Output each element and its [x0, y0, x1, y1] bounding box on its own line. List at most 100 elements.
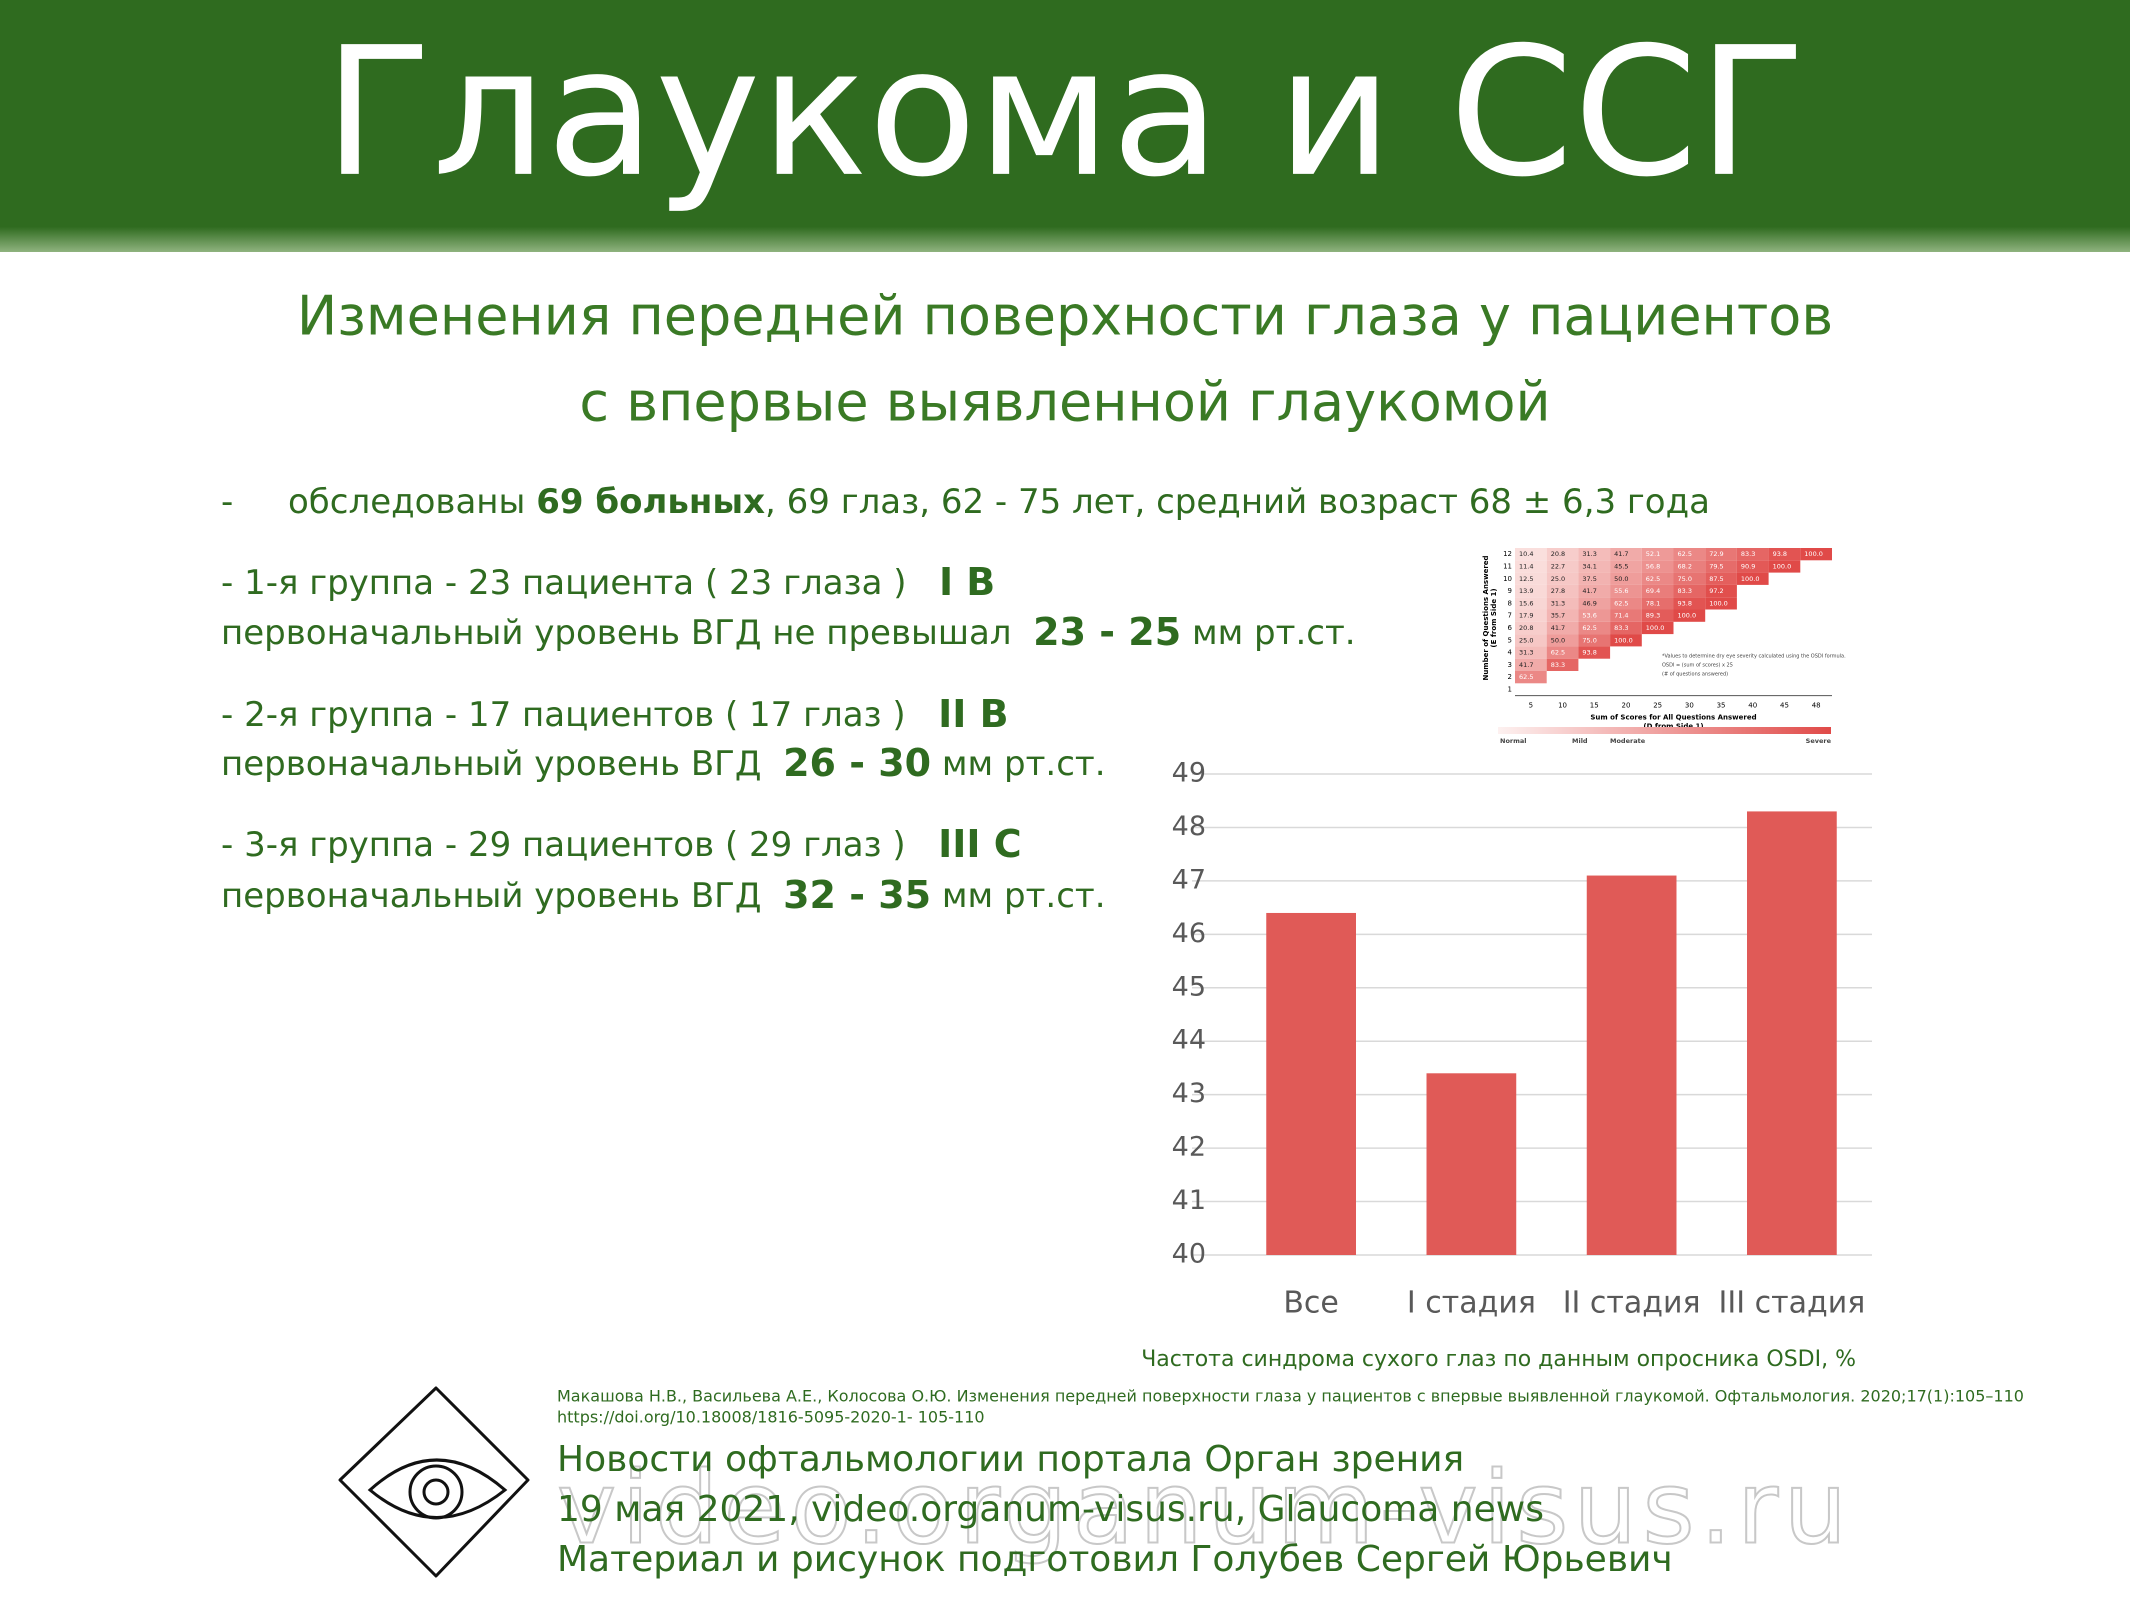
y-tick-label: 49	[1172, 758, 1206, 789]
table-note: *Values to determine dry eye severity ca…	[1662, 654, 1846, 660]
table-cell-value: 72.9	[1709, 550, 1723, 558]
text-run: - 2-я группа - 17 пациентов ( 17 глаз )	[221, 695, 938, 735]
table-cell-value: 62.5	[1582, 624, 1596, 632]
table-cell-value: 50.0	[1551, 636, 1565, 644]
table-cell	[1673, 609, 1706, 622]
table-x-label: (D from Side 1)	[1643, 723, 1703, 731]
table-cell	[1800, 548, 1832, 561]
table-col-label: 25	[1653, 702, 1662, 710]
table-cell-value: 83.3	[1678, 587, 1692, 595]
table-cell-value: 52.1	[1646, 550, 1660, 558]
table-cell	[1546, 584, 1579, 598]
table-cell-value: 100.0	[1773, 562, 1792, 570]
header-band	[0, 0, 2130, 252]
table-cell	[1546, 646, 1579, 659]
table-cell	[1546, 597, 1579, 610]
text-run: 26 - 30	[783, 741, 931, 785]
table-col-label: 15	[1590, 702, 1599, 710]
body-line: первоначальный уровень ВГД 32 - 35 мм рт…	[221, 873, 1106, 917]
table-cell	[1515, 609, 1547, 622]
table-cell-value: 25.0	[1519, 636, 1533, 644]
table-cell-value: 100.0	[1709, 599, 1728, 607]
table-col-label: 45	[1780, 702, 1789, 710]
table-row-label: 4	[1508, 649, 1513, 657]
table-cell-value: 100.0	[1614, 636, 1633, 644]
table-cell	[1641, 572, 1674, 585]
table-cell-value: 45.5	[1614, 562, 1628, 570]
table-cell	[1515, 621, 1547, 635]
body-line: - 3-я группа - 29 пациентов ( 29 глаз ) …	[221, 822, 1022, 866]
table-cell	[1546, 658, 1579, 671]
table-row-label: 11	[1503, 562, 1512, 570]
table-cell-value: 53.6	[1582, 612, 1596, 620]
text-run: первоначальный уровень ВГД	[221, 744, 783, 784]
table-cell-value: 87.5	[1709, 575, 1723, 583]
subtitle: Изменения передней поверхности глаза у п…	[297, 285, 1833, 348]
table-cell-value: 37.5	[1582, 575, 1596, 583]
table-cell	[1736, 560, 1769, 573]
eye-logo	[338, 1386, 530, 1578]
text-run: II В	[938, 692, 1008, 736]
table-cell	[1610, 572, 1642, 585]
y-tick-label: 40	[1172, 1239, 1206, 1270]
table-cell	[1673, 560, 1706, 573]
subtitle: с впервые выявленной глаукомой	[579, 371, 1550, 434]
table-cell	[1578, 646, 1611, 659]
table-cell	[1641, 609, 1674, 622]
table-cell	[1673, 597, 1706, 610]
table-cell	[1768, 560, 1801, 573]
table-cell	[1768, 548, 1801, 561]
table-cell-value: 83.3	[1614, 624, 1628, 632]
table-row-label: 1	[1508, 685, 1512, 693]
table-cell-value: 12.5	[1519, 575, 1533, 583]
table-cell-value: 15.6	[1519, 599, 1533, 607]
table-cell-value: 71.4	[1614, 612, 1628, 620]
body-line: первоначальный уровень ВГД не превышал 2…	[221, 610, 1356, 654]
table-cell	[1705, 597, 1737, 610]
y-tick-label: 48	[1172, 811, 1206, 842]
y-tick-label: 43	[1172, 1078, 1206, 1109]
text-run: , 69 глаз, 62 - 75 лет, средний возраст …	[765, 482, 1710, 522]
table-cell	[1578, 548, 1611, 561]
table-cell	[1610, 597, 1642, 610]
table-cell-value: 78.1	[1646, 599, 1660, 607]
table-cell-value: 93.8	[1678, 599, 1692, 607]
table-cell-value: 79.5	[1709, 562, 1723, 570]
table-cell-value: 83.3	[1741, 550, 1755, 558]
severity-label: Moderate	[1610, 737, 1646, 745]
table-cell	[1515, 597, 1547, 610]
table-cell	[1515, 646, 1547, 659]
table-cell	[1578, 634, 1611, 647]
text-run: III С	[938, 822, 1022, 866]
table-cell	[1578, 597, 1611, 610]
slide-title: Глаукома и ССГ	[324, 9, 1807, 216]
table-cell	[1736, 572, 1769, 585]
table-cell-value: 69.4	[1646, 587, 1660, 595]
table-cell	[1515, 671, 1547, 684]
citation: Макашова Н.В., Васильева А.Е., Колосова …	[557, 1387, 2024, 1406]
y-tick-label: 44	[1172, 1025, 1206, 1056]
table-cell-value: 11.4	[1519, 562, 1533, 570]
table-cell	[1705, 548, 1737, 561]
table-cell	[1610, 560, 1642, 573]
y-tick-label: 41	[1172, 1185, 1206, 1216]
table-cell-value: 56.8	[1646, 562, 1660, 570]
footer-line: 19 мая 2021, video.organum-visus.ru, Gla…	[557, 1489, 1544, 1530]
text-run: 32 - 35	[783, 873, 931, 917]
footer-line: Материал и рисунок подготовил Голубев Се…	[557, 1539, 1673, 1580]
table-cell-value: 50.0	[1614, 575, 1628, 583]
text-run: первоначальный уровень ВГД	[221, 876, 783, 916]
table-cell-value: 90.9	[1741, 562, 1755, 570]
citation: https://doi.org/10.18008/1816-5095-2020-…	[557, 1408, 985, 1427]
table-cell-value: 62.5	[1678, 550, 1692, 558]
bar	[1426, 1073, 1517, 1255]
table-row-label: 8	[1508, 599, 1512, 607]
table-cell	[1515, 548, 1547, 561]
table-col-label: 10	[1558, 702, 1567, 710]
text-run: I В	[939, 560, 995, 604]
table-cell-value: 27.8	[1551, 587, 1565, 595]
table-cell-value: 100.0	[1646, 624, 1665, 632]
table-cell-value: 22.7	[1551, 562, 1565, 570]
table-y-label: Number of Questions Answered	[1482, 555, 1490, 680]
table-cell-value: 25.0	[1551, 575, 1565, 583]
